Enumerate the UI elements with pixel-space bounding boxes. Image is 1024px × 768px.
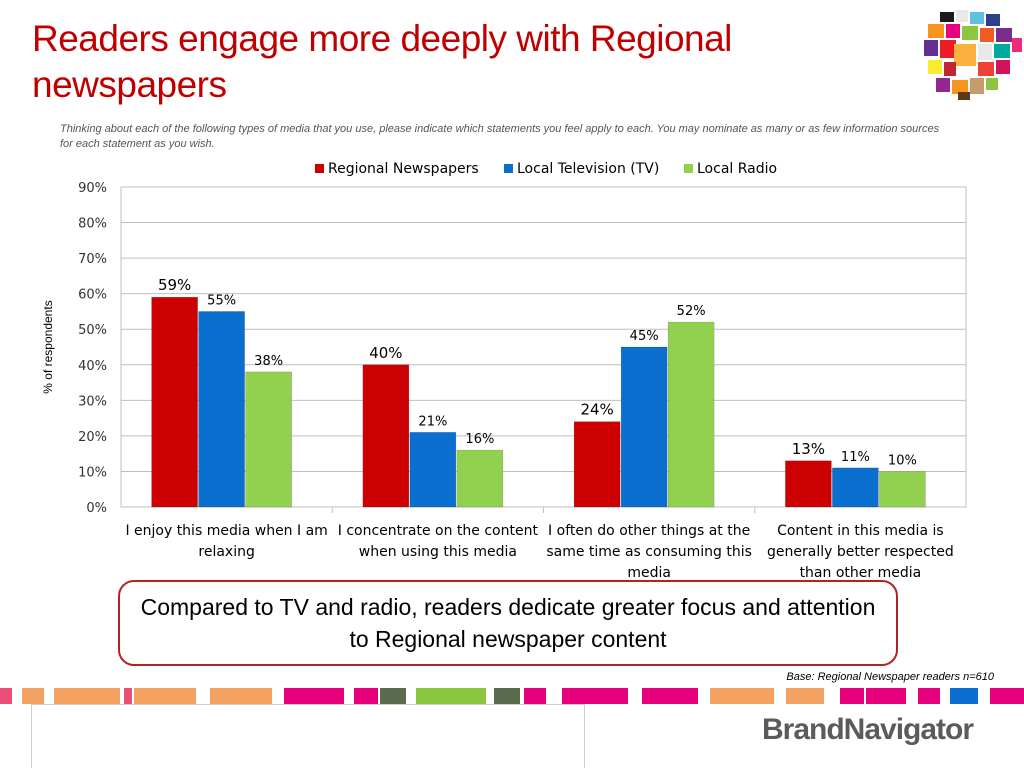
y-tick-label: 0% — [86, 501, 107, 516]
bar — [409, 432, 457, 508]
data-label: 16% — [465, 432, 494, 447]
data-label: 52% — [677, 304, 706, 319]
grouped-bar-chart: 0% 10% 20% 30% 40% 50% 60% 70% 80% 90% % of respon… — [41, 161, 967, 581]
colorful-mosaic-logo-icon — [924, 10, 1022, 100]
legend-swatch — [504, 164, 513, 173]
data-label: 59% — [158, 276, 191, 294]
data-label: 21% — [418, 414, 447, 429]
data-label: 40% — [369, 344, 402, 362]
x-category-label: I often do other things at the — [548, 523, 750, 539]
bar — [362, 364, 410, 508]
decorative-color-stripe — [0, 688, 1024, 704]
x-category-label: relaxing — [198, 544, 254, 560]
y-tick-label: 80% — [78, 217, 107, 232]
brand-logo: BrandNavigator — [762, 713, 974, 746]
footer-blank-panel — [31, 704, 585, 768]
y-tick-label: 30% — [78, 394, 107, 409]
y-tick-label: 20% — [78, 430, 107, 445]
legend-swatch — [684, 164, 693, 173]
y-tick-label: 70% — [78, 252, 107, 267]
y-tick-label: 90% — [78, 181, 107, 196]
x-category-label: I enjoy this media when I am — [125, 523, 327, 539]
y-tick-label: 40% — [78, 359, 107, 374]
data-label: 55% — [207, 293, 236, 308]
x-category-label: when using this media — [359, 544, 517, 560]
page-title: Readers engage more deeply with Regional… — [32, 18, 732, 105]
y-tick-label: 10% — [78, 465, 107, 480]
bar — [456, 449, 504, 508]
bar — [785, 460, 832, 508]
x-category-label: than other media — [800, 565, 922, 581]
bar — [620, 346, 668, 508]
base-note: Base: Regional Newspaper readers n=610 — [786, 671, 994, 683]
x-category-label: media — [627, 565, 671, 581]
x-category-label: Content in this media is — [777, 523, 944, 539]
data-label: 10% — [888, 453, 917, 468]
legend-label: Local Radio — [697, 161, 777, 177]
bar — [667, 321, 715, 508]
bar — [198, 311, 245, 508]
y-tick-label: 60% — [78, 288, 107, 303]
data-label: 24% — [580, 401, 613, 419]
x-category-label: same time as consuming this — [546, 544, 752, 560]
key-finding-callout: Compared to TV and radio, readers dedica… — [118, 580, 898, 666]
bar — [245, 371, 292, 508]
bar — [879, 471, 926, 508]
x-category-label: I concentrate on the content — [338, 523, 539, 539]
x-category-label: generally better respected — [767, 544, 954, 560]
y-axis-label: % of respondents — [41, 300, 55, 393]
legend-label: Regional Newspapers — [328, 161, 479, 177]
data-label: 11% — [841, 450, 870, 465]
legend-swatch — [315, 164, 324, 173]
bar — [151, 296, 198, 508]
data-label: 13% — [792, 440, 825, 458]
y-tick-label: 50% — [78, 323, 107, 338]
bar — [573, 421, 621, 508]
data-label: 45% — [630, 329, 659, 344]
survey-question-text: Thinking about each of the following typ… — [60, 123, 940, 150]
legend-label: Local Television (TV) — [517, 161, 659, 177]
data-label: 38% — [254, 354, 283, 369]
bar — [832, 467, 879, 508]
